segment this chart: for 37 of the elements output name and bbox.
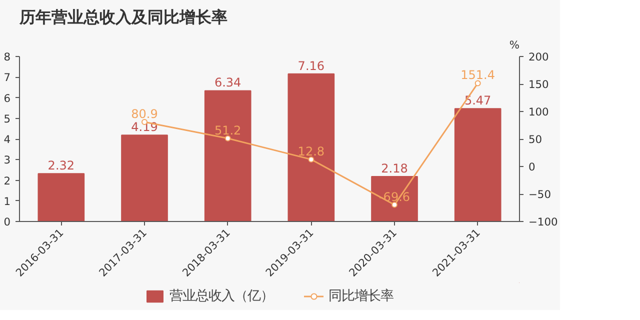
y-tick-label: 4 [4, 133, 11, 146]
y2-axis-title: % [509, 38, 520, 52]
y2-tick-label: 50 [528, 133, 542, 146]
y2-tick-label: 200 [528, 50, 550, 64]
y-tick-label: 7 [4, 71, 10, 84]
point [308, 156, 314, 162]
bar [38, 173, 85, 222]
point [474, 80, 481, 86]
legend-label: 同比增长率 [328, 288, 394, 305]
data-label: 12.8 [298, 144, 325, 158]
data-label: 6.34 [214, 76, 242, 90]
y2-tick-label: −100 [528, 216, 558, 228]
y-tick-label: 2 [4, 174, 10, 188]
data-label: 80.9 [131, 107, 158, 122]
y-tick-label: 1 [4, 194, 10, 208]
y2-tick-label: 150 [528, 78, 550, 91]
y-tick-label: 5 [4, 112, 10, 126]
point [224, 135, 231, 142]
data-label: 151.4 [460, 68, 496, 82]
y2-tick-label: −50 [528, 188, 552, 201]
bar [288, 73, 335, 222]
data-label: 5.47 [464, 94, 492, 108]
y2-tick-label: 0 [528, 160, 536, 174]
y2-tick-label: 100 [528, 106, 550, 118]
legend-label: 营业总收入（亿） [170, 288, 274, 305]
data-label: 2.18 [381, 162, 408, 176]
bar [121, 134, 168, 222]
bar [454, 108, 502, 222]
data-label: 51.2 [214, 123, 242, 138]
chart-title: 历年营业总收入及同比增长率 [18, 8, 228, 26]
y-tick-label: 6 [4, 92, 11, 105]
data-label: 7.16 [298, 58, 325, 73]
bar [204, 90, 252, 222]
y-tick-label: 0 [4, 216, 11, 228]
y-tick-label: 3 [4, 154, 10, 167]
y-tick-label: 8 [4, 50, 11, 64]
data-label: 2.32 [48, 158, 75, 173]
